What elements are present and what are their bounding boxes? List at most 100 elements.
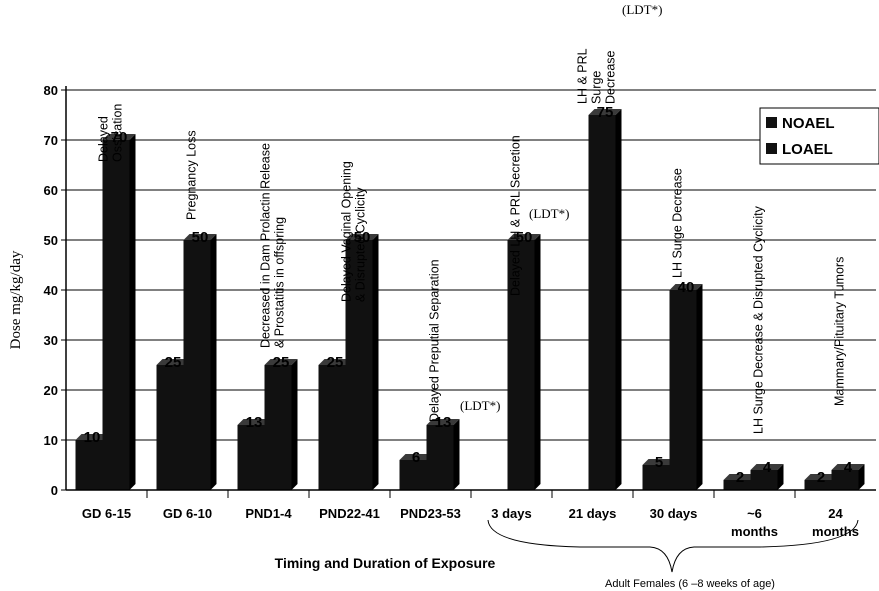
bar-side [777, 464, 784, 490]
y-tick-label: 20 [44, 383, 58, 398]
bars [75, 109, 865, 490]
value-labels: 10 70 25 50 13 25 25 50 6 13 50 75 5 40 2 4 2 4 [84, 104, 853, 486]
bar-top [723, 474, 757, 480]
y-axis-title: Dose mg/kg/day [8, 250, 24, 349]
bar-face [399, 460, 427, 490]
legend-label: NOAEL [782, 115, 835, 132]
value-label: 50 [354, 229, 371, 246]
bar-side [696, 284, 703, 490]
value-label: 70 [111, 129, 128, 146]
category-label: GD 6-15 [82, 506, 131, 521]
category-label: GD 6-10 [163, 506, 212, 521]
bar-face [804, 480, 832, 490]
bar-top [507, 234, 541, 240]
legend: NOAEL LOAEL [759, 107, 879, 165]
value-label: 10 [84, 429, 101, 446]
annotation-text: Delayed [97, 116, 111, 162]
bar-loael [507, 234, 541, 490]
bar-face [156, 365, 184, 490]
bar-side [291, 359, 298, 490]
bar-loael [264, 359, 298, 490]
y-tick-label: 30 [44, 333, 58, 348]
bar-top [750, 464, 784, 470]
bar-side [210, 234, 217, 490]
bar-face [426, 425, 454, 490]
value-label: 50 [516, 229, 533, 246]
value-label: 2 [817, 469, 825, 486]
bar-side [129, 134, 136, 490]
value-label: 4 [844, 459, 853, 476]
y-tick-label: 10 [44, 433, 58, 448]
annotation-text: Delayed Preputial Separation [428, 259, 442, 422]
x-axis-title: Timing and Duration of Exposure [275, 555, 496, 571]
bar-loael [183, 234, 217, 490]
bar-top [156, 359, 190, 365]
bar-face [102, 140, 130, 490]
y-tick-label: 40 [44, 283, 58, 298]
bar-top [642, 459, 676, 465]
ldt-note: (LDT*) [529, 206, 569, 221]
bar-top [345, 234, 379, 240]
bar-face [723, 480, 751, 490]
category-label: PND23-53 [400, 506, 461, 521]
bar-loael [669, 284, 703, 490]
bar-face [345, 240, 373, 490]
bar-loael [426, 419, 460, 490]
category-label: 21 days [569, 506, 617, 521]
y-tick-label: 80 [44, 83, 58, 98]
bar-top [588, 109, 622, 115]
bar-side [453, 419, 460, 490]
annotation-text: LH & PRL [576, 48, 590, 104]
legend-box [759, 107, 879, 165]
bar-top [831, 464, 865, 470]
bar-loael [102, 134, 136, 490]
category-label: 3 days [491, 506, 531, 521]
bar-face [507, 240, 535, 490]
y-tick-label: 0 [51, 483, 58, 498]
category-label: PND1-4 [245, 506, 292, 521]
bar-face [75, 440, 103, 490]
bar-top [237, 419, 271, 425]
bar-loael [750, 464, 784, 490]
annotation-text: LH Surge Decrease [671, 168, 685, 278]
legend-swatch [766, 117, 777, 128]
category-label: PND22-41 [319, 506, 380, 521]
annotations: Delayed Ossication Pregnancy Loss Decreased… [97, 2, 847, 434]
annotation-text: Decrease [604, 50, 618, 104]
category-label: ~6 [747, 506, 762, 521]
bar-face [669, 290, 697, 490]
bar-face [264, 365, 292, 490]
annotation-text: Pregnancy Loss [185, 130, 199, 220]
bar-face [831, 470, 859, 490]
value-label: 50 [192, 229, 209, 246]
value-label: 25 [327, 354, 344, 371]
bar-side [534, 234, 541, 490]
value-label: 4 [763, 459, 772, 476]
value-label: 6 [412, 449, 420, 466]
bar-side [858, 464, 865, 490]
ldt-note: (LDT*) [460, 398, 500, 413]
bar-side [372, 234, 379, 490]
annotation-text: Ossication [111, 104, 125, 162]
bar-loael [588, 109, 622, 490]
bar-top [183, 234, 217, 240]
bar-top [426, 419, 460, 425]
bar-top [102, 134, 136, 140]
y-axis: 0 10 20 30 40 50 60 70 80 [44, 83, 67, 498]
bar-loael [345, 234, 379, 490]
annotation-text: Decreased in Dam Prolactin Release [259, 143, 273, 348]
value-label: 75 [597, 104, 614, 121]
bar-face [237, 425, 265, 490]
adult-females-bracket [487, 519, 859, 573]
bar-face [588, 115, 616, 490]
adult-females-label: Adult Females (6 –8 weeks of age) [605, 578, 775, 590]
annotation-text: Delayed LH & PRL Secretion [509, 135, 523, 296]
value-label: 2 [736, 469, 744, 486]
annotation-text: & Disrupted Cyclicity [354, 187, 368, 302]
bar-top [75, 434, 109, 440]
value-label: 5 [655, 454, 663, 471]
bar-top [804, 474, 838, 480]
category-label: 30 days [650, 506, 698, 521]
legend-swatch [766, 143, 777, 154]
